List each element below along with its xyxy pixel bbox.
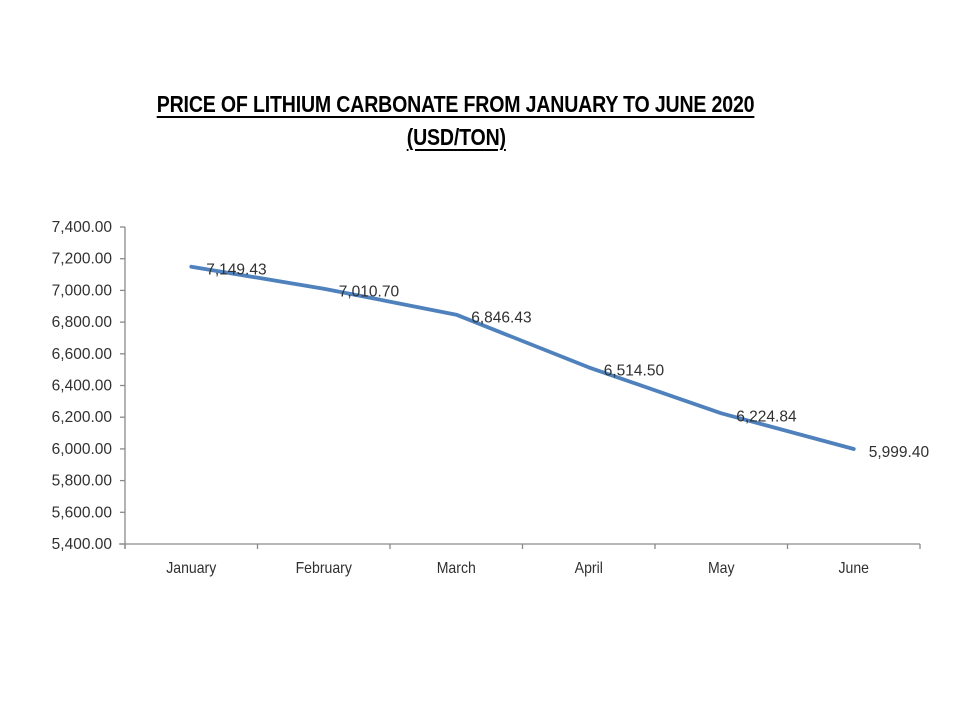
y-axis-tick-label: 5,600.00 — [52, 504, 113, 521]
y-axis-tick-label: 6,800.00 — [52, 314, 113, 331]
y-axis-tick-label: 6,200.00 — [52, 409, 113, 426]
x-axis-category-label: January — [166, 559, 217, 577]
data-label: 7,010.70 — [339, 284, 400, 301]
y-axis-tick-label: 7,400.00 — [52, 219, 113, 236]
data-label: 6,846.43 — [471, 310, 531, 327]
x-axis-category-label: February — [296, 559, 353, 577]
chart-title: PRICE OF LITHIUM CARBONATE FROM JANUARY … — [0, 88, 912, 154]
y-axis-tick-label: 6,400.00 — [52, 378, 113, 395]
y-axis-tick-label: 5,400.00 — [52, 536, 113, 553]
data-label: 7,149.43 — [206, 262, 266, 279]
data-label: 5,999.40 — [869, 444, 930, 461]
x-axis-category-label: April — [575, 559, 603, 577]
x-axis-category-label: March — [437, 559, 476, 577]
chart-title-line2: (USD/TON) — [406, 124, 506, 150]
y-axis-tick-label: 7,000.00 — [52, 282, 113, 299]
y-axis-tick-label: 6,600.00 — [52, 346, 113, 363]
y-axis-tick-label: 7,200.00 — [52, 251, 113, 268]
price-line — [189, 264, 856, 451]
x-axis-category-label: June — [838, 559, 869, 577]
data-label: 6,224.84 — [736, 408, 797, 425]
y-axis-tick-label: 6,000.00 — [52, 441, 113, 458]
y-axis-tick-label: 5,800.00 — [52, 473, 113, 490]
chart-title-line1: PRICE OF LITHIUM CARBONATE FROM JANUARY … — [157, 91, 755, 117]
data-label: 6,514.50 — [604, 362, 665, 379]
x-axis-category-label: May — [708, 559, 735, 577]
